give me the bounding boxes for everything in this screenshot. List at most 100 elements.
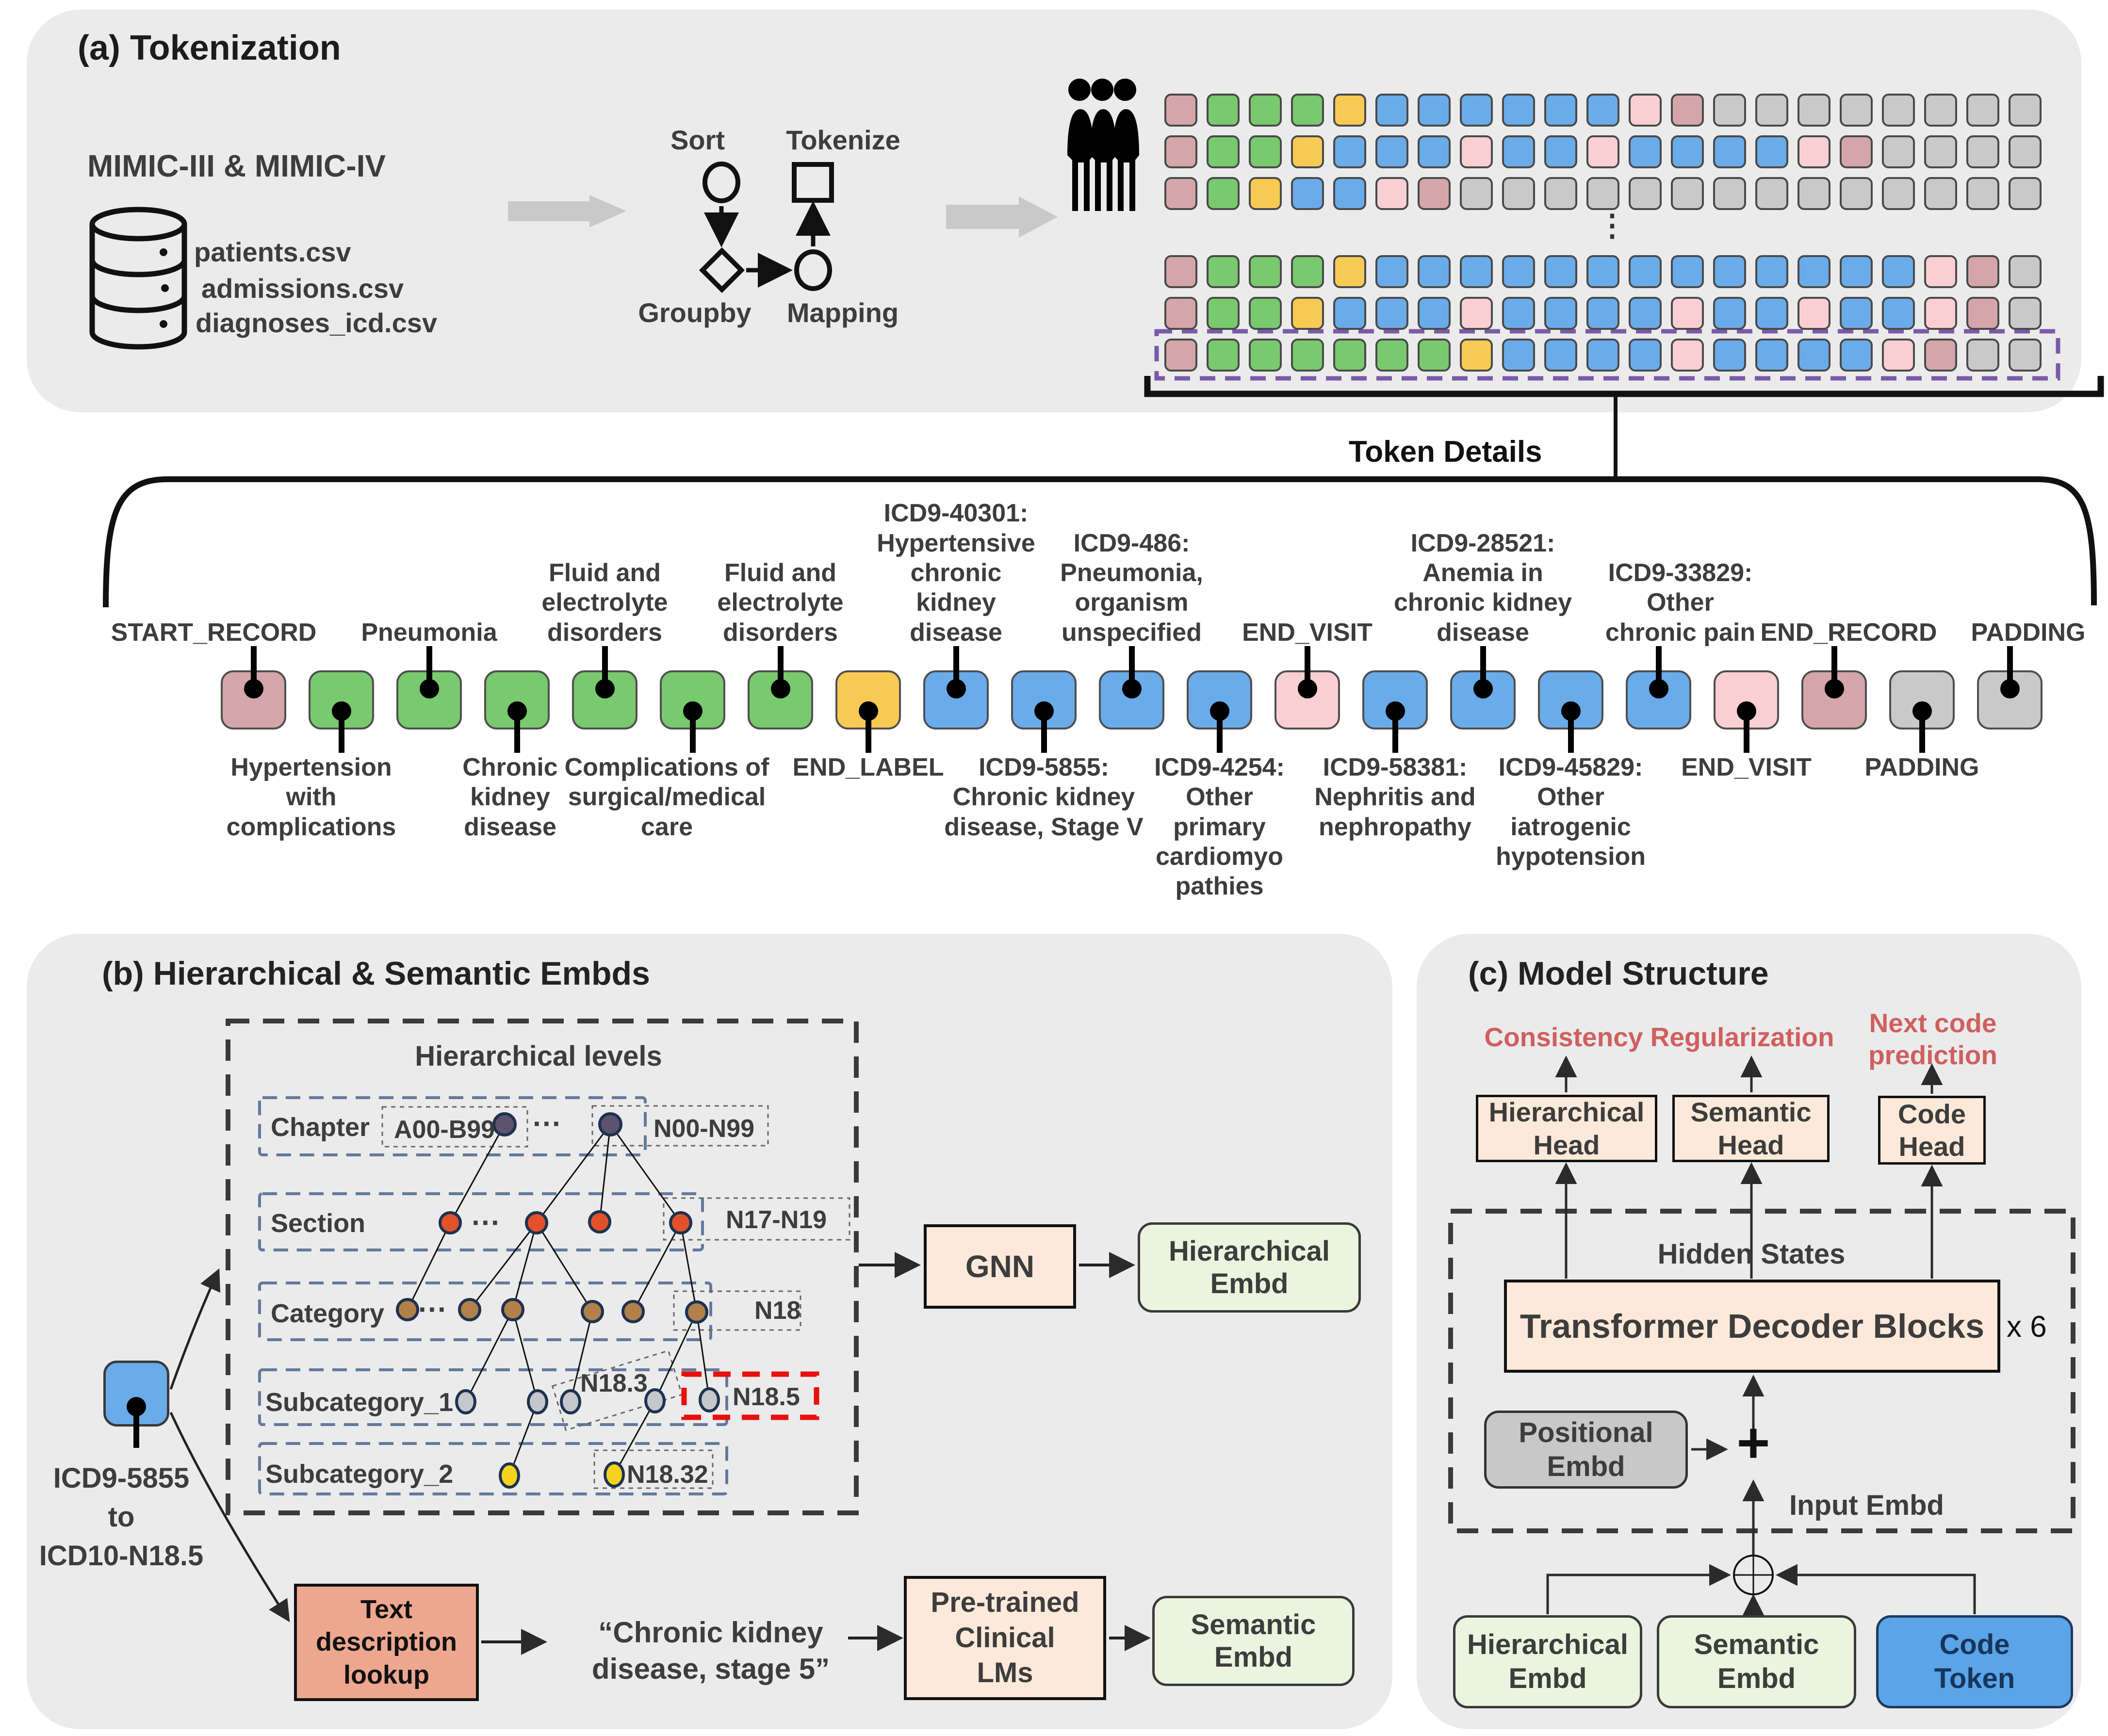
sort-label: Sort	[670, 125, 725, 155]
detail-token-stem	[1831, 646, 1837, 689]
level-row-outlines	[258, 1096, 728, 1495]
grid-token	[1207, 177, 1240, 210]
flow-arrow-2	[946, 196, 1058, 238]
grid-token	[1629, 339, 1662, 372]
grid-token	[1460, 177, 1493, 210]
detail-token-stem	[1304, 646, 1310, 689]
grid-token	[1207, 339, 1240, 372]
subcategory1-node	[527, 1389, 548, 1414]
grid-token	[1629, 94, 1662, 127]
detail-token-stem	[1480, 646, 1486, 689]
grid-token	[1544, 94, 1577, 127]
section-node	[669, 1211, 692, 1234]
grid-token	[1544, 339, 1577, 372]
detail-label-above: ICD9-486: Pneumonia, organism unspecifie…	[1060, 529, 1203, 647]
repeat-x6-label: x 6	[2007, 1310, 2047, 1344]
chapter-ellipsis: ···	[533, 1107, 562, 1140]
grid-token	[1544, 135, 1577, 168]
grid-token	[1966, 135, 1999, 168]
code-n18-5: N18.5	[733, 1383, 800, 1411]
detail-label-above: PADDING	[1971, 618, 2086, 647]
grid-token	[1291, 255, 1324, 288]
grid-token	[1713, 135, 1746, 168]
grid-token	[1249, 339, 1282, 372]
detail-label-below: END_VISIT	[1681, 753, 1812, 781]
detail-token-stem	[602, 646, 608, 689]
highlighted-row-outline	[1154, 329, 2060, 381]
tree-edges	[407, 1124, 710, 1476]
clinical-lms-box: Pre-trained Clinical LMs	[904, 1576, 1106, 1700]
grid-token	[1291, 94, 1324, 127]
panel-c-title: (c) Model Structure	[1468, 955, 1769, 992]
groupby-icon	[699, 247, 745, 293]
grid-token	[1502, 339, 1535, 372]
mapping-icon	[794, 249, 832, 291]
detail-label-above: Pneumonia	[361, 618, 497, 647]
chapter-node	[598, 1112, 622, 1136]
grid-token	[1502, 177, 1535, 210]
grid-token	[1249, 177, 1282, 210]
grid-token	[1375, 297, 1408, 330]
grid-token	[1629, 135, 1662, 168]
grid-token	[1755, 255, 1788, 288]
detail-label-above: ICD9-40301: Hypertensive chronic kidney …	[877, 499, 1035, 647]
circle-plus-icon	[1733, 1555, 1774, 1595]
grid-token	[1882, 339, 1915, 372]
grid-token	[1882, 297, 1915, 330]
token-stem	[133, 1407, 139, 1448]
grid-token	[1164, 177, 1197, 210]
grid-token	[1333, 94, 1366, 127]
file-patients: patients.csv	[194, 237, 351, 267]
semantic-head-box: Semantic Head	[1672, 1095, 1830, 1162]
sort-icon	[703, 162, 740, 203]
grid-token	[1586, 297, 1619, 330]
grid-token	[1502, 255, 1535, 288]
grid-token	[1713, 177, 1746, 210]
detail-label-above: END_RECORD	[1760, 618, 1937, 647]
grid-token	[1249, 255, 1282, 288]
detail-label-below: ICD9-4254: Other primary cardiomyo pathi…	[1154, 753, 1285, 901]
file-diagnoses: diagnoses_icd.csv	[196, 308, 438, 338]
grid-token	[1882, 177, 1915, 210]
detail-token-stem	[2007, 646, 2013, 689]
grid-token	[1924, 177, 1957, 210]
grid-token	[1460, 135, 1493, 168]
grid-token	[1333, 297, 1366, 330]
grid-token	[1586, 177, 1619, 210]
grid-token	[1882, 94, 1915, 127]
detail-token-stem	[1919, 711, 1925, 753]
hierarchical-embd-box: Hierarchical Embd	[1138, 1222, 1361, 1313]
n18-5-highlight-outline	[681, 1371, 819, 1420]
grid-token	[1671, 339, 1704, 372]
grid-token	[1924, 339, 1957, 372]
grid-token	[1502, 297, 1535, 330]
grid-token	[1671, 177, 1704, 210]
grid-token	[1755, 339, 1788, 372]
grid-token	[1671, 297, 1704, 330]
detail-label-above: ICD9-28521: Anemia in chronic kidney dis…	[1394, 529, 1572, 647]
grid-token	[1544, 297, 1577, 330]
grid-token	[1502, 135, 1535, 168]
grid-token	[1164, 255, 1197, 288]
file-admissions: admissions.csv	[201, 273, 404, 304]
detail-token-stem	[865, 711, 871, 753]
detail-label-below: Complications of surgical/medical care	[564, 753, 769, 841]
detail-token-stem	[426, 646, 432, 689]
detail-label-below: ICD9-5855: Chronic kidney disease, Stage…	[944, 753, 1144, 841]
grid-token	[1713, 255, 1746, 288]
token-details-distribution-line	[103, 476, 2097, 608]
code-description-quote: “Chronic kidney disease, stage 5”	[591, 1616, 830, 1685]
category-ellipsis: ···	[418, 1293, 447, 1326]
subcategory1-node	[699, 1387, 720, 1412]
code-token-input-box: Code Token	[1876, 1615, 2073, 1708]
grid-token	[1924, 297, 1957, 330]
detail-token-stem	[1743, 711, 1749, 753]
tokenize-label: Tokenize	[786, 125, 900, 155]
grid-token	[1798, 177, 1830, 210]
category-node	[621, 1300, 645, 1323]
grid-token	[1840, 135, 1873, 168]
category-node	[458, 1298, 481, 1321]
category-node	[581, 1300, 604, 1323]
detail-token-stem	[1392, 711, 1398, 753]
grid-token	[1840, 177, 1873, 210]
